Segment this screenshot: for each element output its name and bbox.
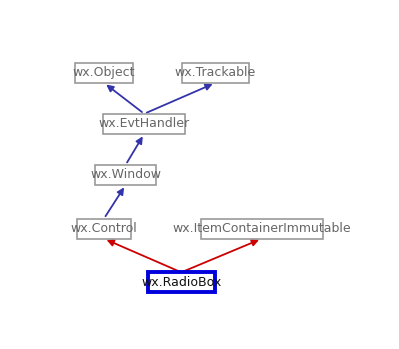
Bar <box>201 218 323 239</box>
Bar <box>103 114 185 134</box>
Text: wx.RadioBox: wx.RadioBox <box>141 276 221 289</box>
Bar <box>75 63 132 83</box>
Bar <box>182 63 249 83</box>
Bar <box>148 272 215 292</box>
Text: wx.Window: wx.Window <box>90 169 161 181</box>
Bar <box>95 165 156 185</box>
Bar <box>77 218 131 239</box>
Text: wx.ItemContainerImmutable: wx.ItemContainerImmutable <box>172 222 351 235</box>
Text: wx.EvtHandler: wx.EvtHandler <box>99 117 190 130</box>
Text: wx.Control: wx.Control <box>71 222 137 235</box>
Text: wx.Trackable: wx.Trackable <box>175 66 256 79</box>
Text: wx.Object: wx.Object <box>73 66 135 79</box>
